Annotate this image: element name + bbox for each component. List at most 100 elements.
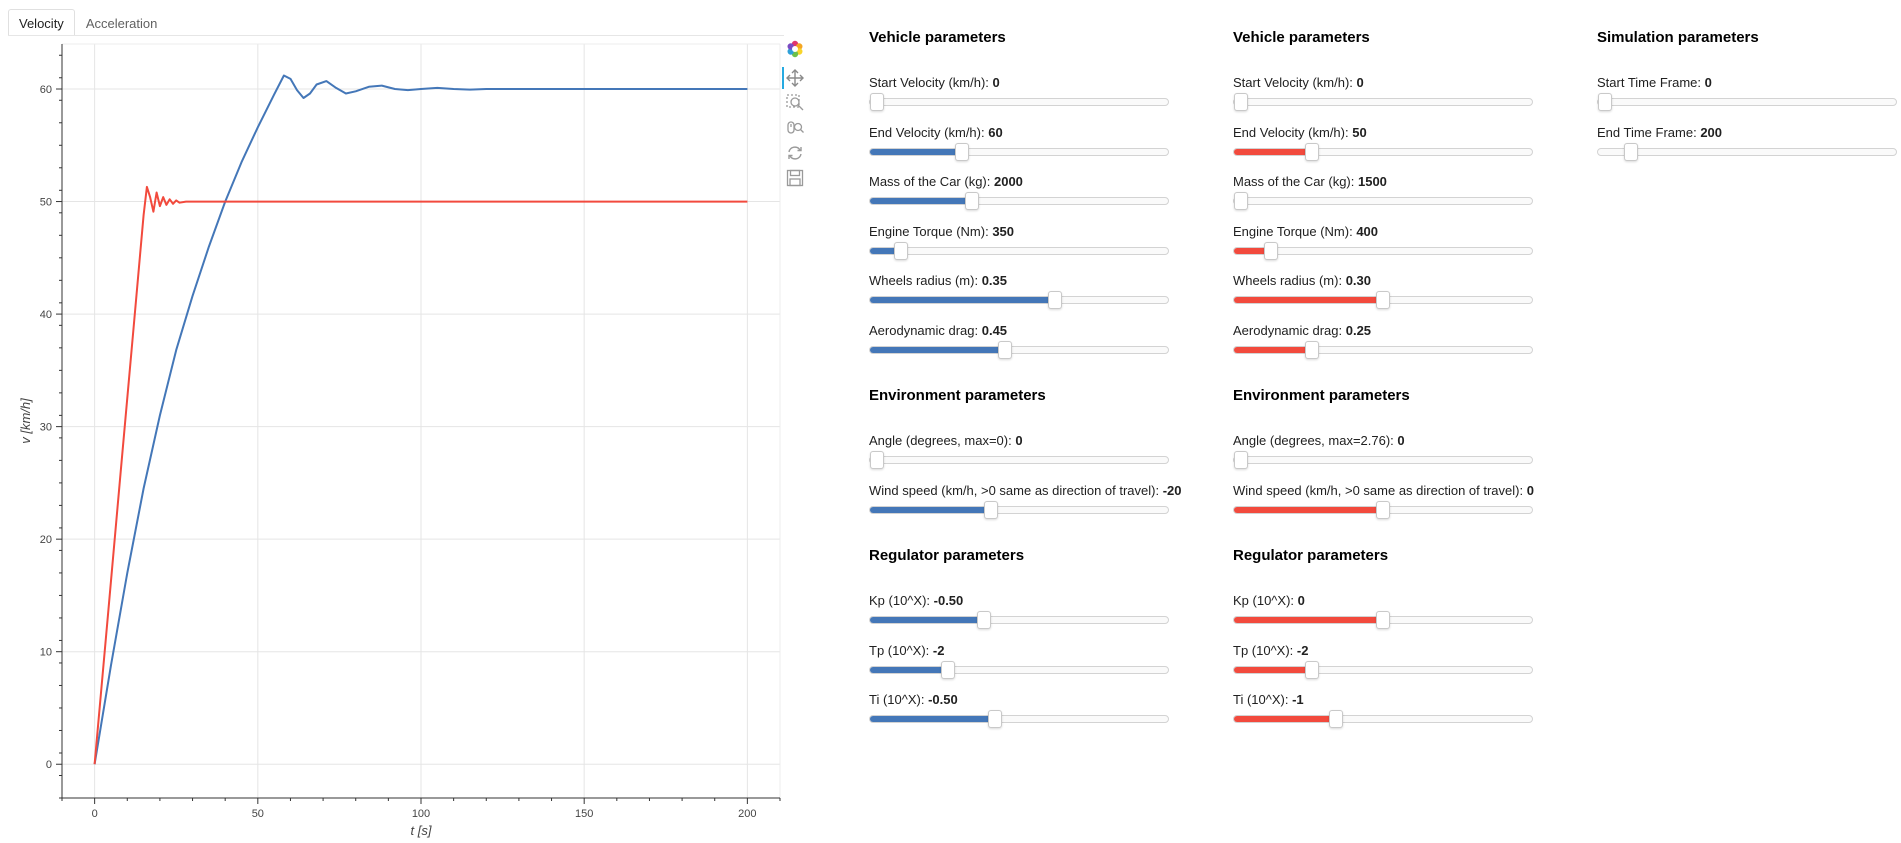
slider-track[interactable] [1597,93,1897,111]
slider-row: Wind speed (km/h, >0 same as direction o… [869,483,1182,519]
slider-track[interactable] [869,142,1169,161]
slider-handle[interactable] [1376,611,1390,629]
slider-label: Tp (10^X): -2 [1233,643,1533,659]
section-title: Regulator parameters [869,547,1025,564]
reset-icon[interactable] [784,142,806,164]
slider-track[interactable] [869,451,1169,469]
slider-label: Tp (10^X): -2 [869,643,1169,659]
slider-handle[interactable] [1263,241,1278,260]
x-tick-label: 50 [252,808,264,820]
slider-handle[interactable] [964,192,979,210]
slider-track[interactable] [1233,291,1533,309]
section-title: Vehicle parameters [1233,29,1370,46]
slider-label: Wind speed (km/h, >0 same as direction o… [1233,482,1534,499]
slider-fill [1234,716,1334,722]
slider-track[interactable] [1233,451,1533,469]
slider-handle[interactable] [1376,500,1390,519]
slider-handle[interactable] [1328,710,1343,728]
slider-value: -20 [1162,482,1182,498]
slider-label: Kp (10^X): -0.50 [869,593,1169,609]
slider-handle[interactable] [983,500,998,519]
tab-velocity[interactable]: Velocity [8,9,75,36]
slider-track[interactable] [1233,500,1533,519]
slider-label-text: Start Time Frame: [1597,75,1705,90]
slider-track[interactable] [869,660,1169,679]
velocity-chart-svg[interactable]: 0 50 100 150 200 0 10 20 30 40 50 60 t [s] v [km/h] [0,36,790,843]
slider-label-text: Start Velocity (km/h): [1233,75,1357,90]
slider-row: Ti (10^X): -0.50 [869,692,1169,728]
slider-label-text: Start Velocity (km/h): [869,75,993,90]
slider-track[interactable] [1233,142,1533,161]
slider-track[interactable] [869,500,1169,519]
slider-track[interactable] [869,611,1169,629]
slider-label: Aerodynamic drag: 0.25 [1233,323,1533,339]
tab-acceleration[interactable]: Acceleration [85,16,158,31]
slider-track[interactable] [869,93,1169,111]
y-tick-label: 50 [40,197,52,209]
slider-fill [1234,506,1383,513]
slider-handle[interactable] [941,660,955,679]
slider-track[interactable] [1233,93,1533,111]
slider-handle[interactable] [1376,291,1390,309]
slider-row: Aerodynamic drag: 0.45 [869,323,1169,359]
slider-handle[interactable] [988,710,1003,728]
slider-handle[interactable] [1623,142,1638,161]
slider-handle[interactable] [1234,93,1248,111]
y-axis-label: v [km/h] [18,398,33,444]
slider-track[interactable] [869,192,1169,210]
slider-label-text: End Velocity (km/h): [1233,124,1353,140]
slider-value: 0.25 [1345,322,1372,338]
slider-value: 0 [1356,75,1364,90]
slider-handle[interactable] [1234,451,1248,469]
slider-handle[interactable] [1305,340,1319,359]
slider-track[interactable] [1233,660,1533,679]
slider-row: Mass of the Car (kg): 1500 [1233,174,1533,210]
slider-handle[interactable] [870,451,884,469]
tab-bar: Velocity Acceleration [8,9,168,36]
slider-row: Tp (10^X): -2 [1233,643,1533,679]
slider-value: 2000 [993,174,1023,189]
slider-handle[interactable] [1305,660,1319,679]
slider-track[interactable] [869,340,1169,359]
slider-label-text: Wheels radius (m): [869,273,982,288]
velocity-plot[interactable]: 0 50 100 150 200 0 10 20 30 40 50 60 t [s] v [km/h] [0,36,790,843]
slider-handle[interactable] [870,93,884,111]
slider-track[interactable] [869,710,1169,728]
slider-value: 0 [992,75,1000,90]
slider-label-text: Aerodynamic drag: [1233,322,1346,338]
slider-track[interactable] [869,291,1169,309]
slider-handle[interactable] [997,340,1012,359]
slider-handle[interactable] [1047,291,1062,309]
slider-label: Start Velocity (km/h): 0 [1233,75,1533,91]
slider-handle[interactable] [1234,192,1248,210]
slider-handle[interactable] [955,142,970,161]
slider-row: Kp (10^X): 0 [1233,593,1533,629]
x-axis-label: t [s] [411,823,432,838]
bokeh-logo-icon[interactable] [784,38,806,60]
box-zoom-icon[interactable] [784,92,806,114]
slider-track[interactable] [1597,142,1897,161]
slider-label: Wheels radius (m): 0.35 [869,273,1169,289]
slider-value: 0 [1526,482,1534,498]
pan-icon[interactable] [782,67,806,89]
slider-row: Wheels radius (m): 0.35 [869,273,1169,309]
slider-handle[interactable] [976,611,991,629]
save-icon[interactable] [784,167,806,189]
slider-handle[interactable] [1305,142,1319,161]
slider-fill [1234,148,1309,155]
slider-handle[interactable] [894,241,909,260]
y-tick-label: 30 [40,422,52,434]
slider-handle[interactable] [1598,93,1612,111]
slider-track[interactable] [869,241,1169,260]
slider-track[interactable] [1233,192,1533,210]
slider-value: 0.35 [981,273,1008,288]
slider-track[interactable] [1233,611,1533,629]
slider-label-text: Kp (10^X): [1233,593,1298,608]
slider-track[interactable] [1233,241,1533,260]
wheel-zoom-icon[interactable] [784,117,806,139]
slider-track[interactable] [1233,710,1533,728]
section-title: Simulation parameters [1597,29,1759,46]
slider-track[interactable] [1233,340,1533,359]
slider-label-text: Kp (10^X): [869,593,934,608]
slider-fill [1234,247,1266,254]
